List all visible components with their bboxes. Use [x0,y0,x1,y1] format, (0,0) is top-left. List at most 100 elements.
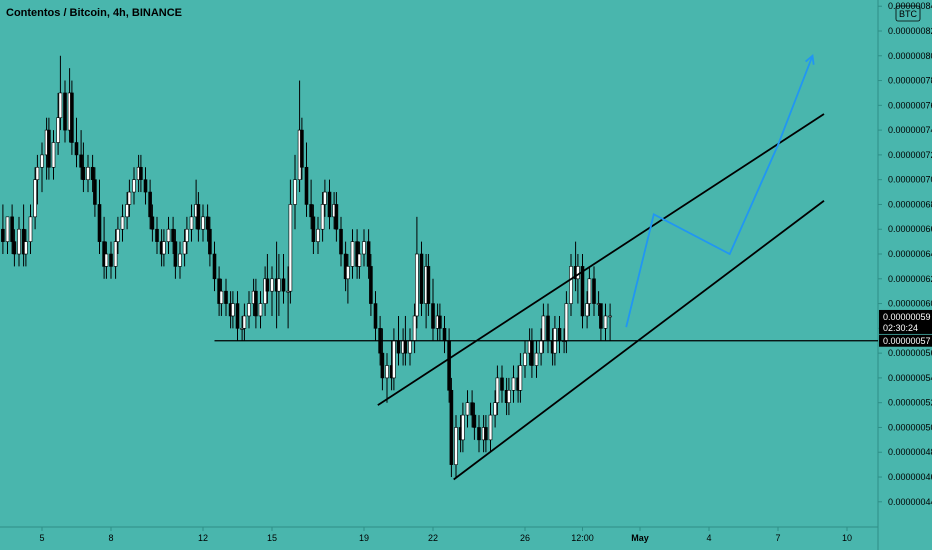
candle-up [28,216,33,242]
candle-down [12,241,17,255]
candle-down [148,191,152,218]
time-tick-label: 26 [520,533,530,543]
candle-down [426,266,431,304]
candle-down [396,340,401,354]
candle-down [208,228,212,255]
candle-down [380,352,385,379]
candle-up [104,253,109,267]
candle-down [599,303,603,329]
price-tick-label: 0.00000052 [888,398,932,408]
candle-down [224,290,228,304]
candle-down [81,166,86,180]
candle-down [281,278,286,292]
candle-down [449,389,454,465]
candle-down [155,228,159,242]
candle-down [47,129,51,168]
candle-down [93,179,97,205]
candle-down [235,303,240,329]
price-tick-label: 0.00000070 [888,175,932,185]
candle-down [70,92,74,143]
price-tick-label: 0.00000068 [888,199,932,209]
candle-up [603,315,608,329]
candle-down [63,92,67,131]
candle-up [127,191,132,205]
candle-up [258,303,263,317]
candle-up [507,389,511,403]
lower-channel-trendline[interactable] [453,200,825,481]
support-price-tag [879,334,932,347]
candle-up [286,290,290,293]
time-tick-label: 8 [108,533,113,543]
price-tick-label: 0.00000078 [888,76,932,86]
price-tick-label: 0.00000060 [888,299,932,309]
candle-up [125,204,129,218]
time-axis[interactable]: 5 8 12 15 19 22 26 12:00 May 4 7 10 [39,527,852,543]
price-tick-label: 0.00000074 [888,125,932,135]
price-tick-label: 0.00000066 [888,224,932,234]
candle-down [419,253,424,304]
candle-up [277,278,281,292]
candle-down [477,427,481,441]
candle-up [465,402,470,416]
price-tick-label: 0.00000082 [888,26,932,36]
candle-down [472,414,477,428]
candle-up [5,216,10,242]
candle-down [447,340,451,391]
candle-down [369,266,373,304]
price-tick-label: 0.00000076 [888,100,932,110]
candle-up [17,228,21,255]
projection-path[interactable] [625,55,814,328]
candle-up [288,204,293,292]
time-tick-label: 10 [842,533,852,543]
candle-up [461,414,465,441]
candle-up [534,352,539,366]
candle-up [346,266,350,280]
candle-down [557,328,562,342]
bar-countdown: 02:30:24 [883,323,918,333]
candle-up [58,92,63,119]
currency-badge-frame [895,5,921,22]
candle-up [185,228,189,242]
candle-down [139,166,143,180]
candle-up [511,377,516,391]
price-tick-label: 0.00000080 [888,51,932,61]
candle-down [431,303,435,329]
candle-up [316,228,320,242]
drawings-layer [214,54,878,481]
candle-up [320,204,325,230]
candle-up [189,216,194,230]
price-tick-label: 0.00000072 [888,150,932,160]
candle-up [116,228,120,242]
candle-up [412,315,417,342]
candle-down [311,216,316,242]
candle-up [585,303,589,317]
candle-down [500,377,504,391]
candle-down [403,340,408,354]
candle-up [350,241,355,267]
candle-up [523,352,527,366]
candle-down [484,427,488,441]
price-axis[interactable]: 0.00000044 0.00000046 0.00000048 0.00000050… [878,1,932,507]
upper-channel-trendline[interactable] [377,113,825,406]
candle-up [357,253,362,267]
candle-up [493,402,497,416]
candle-up [113,241,118,267]
candle-up [392,340,396,379]
time-tick-label: 4 [706,533,711,543]
candle-up [564,303,569,342]
candle-down [1,228,5,242]
price-tick-label: 0.00000050 [888,422,932,432]
candle-up [201,216,205,230]
candle-up [182,241,187,255]
candle-down [580,266,585,317]
candle-up [488,414,493,441]
candle-down [196,204,201,230]
candle-down [79,154,83,168]
chart-title: Contentos / Bitcoin, 4h, BINANCE [6,7,182,19]
candle-up [495,377,500,403]
price-tick-label: 0.00000062 [888,274,932,284]
candle-up [408,340,412,354]
candle-down [143,179,148,193]
